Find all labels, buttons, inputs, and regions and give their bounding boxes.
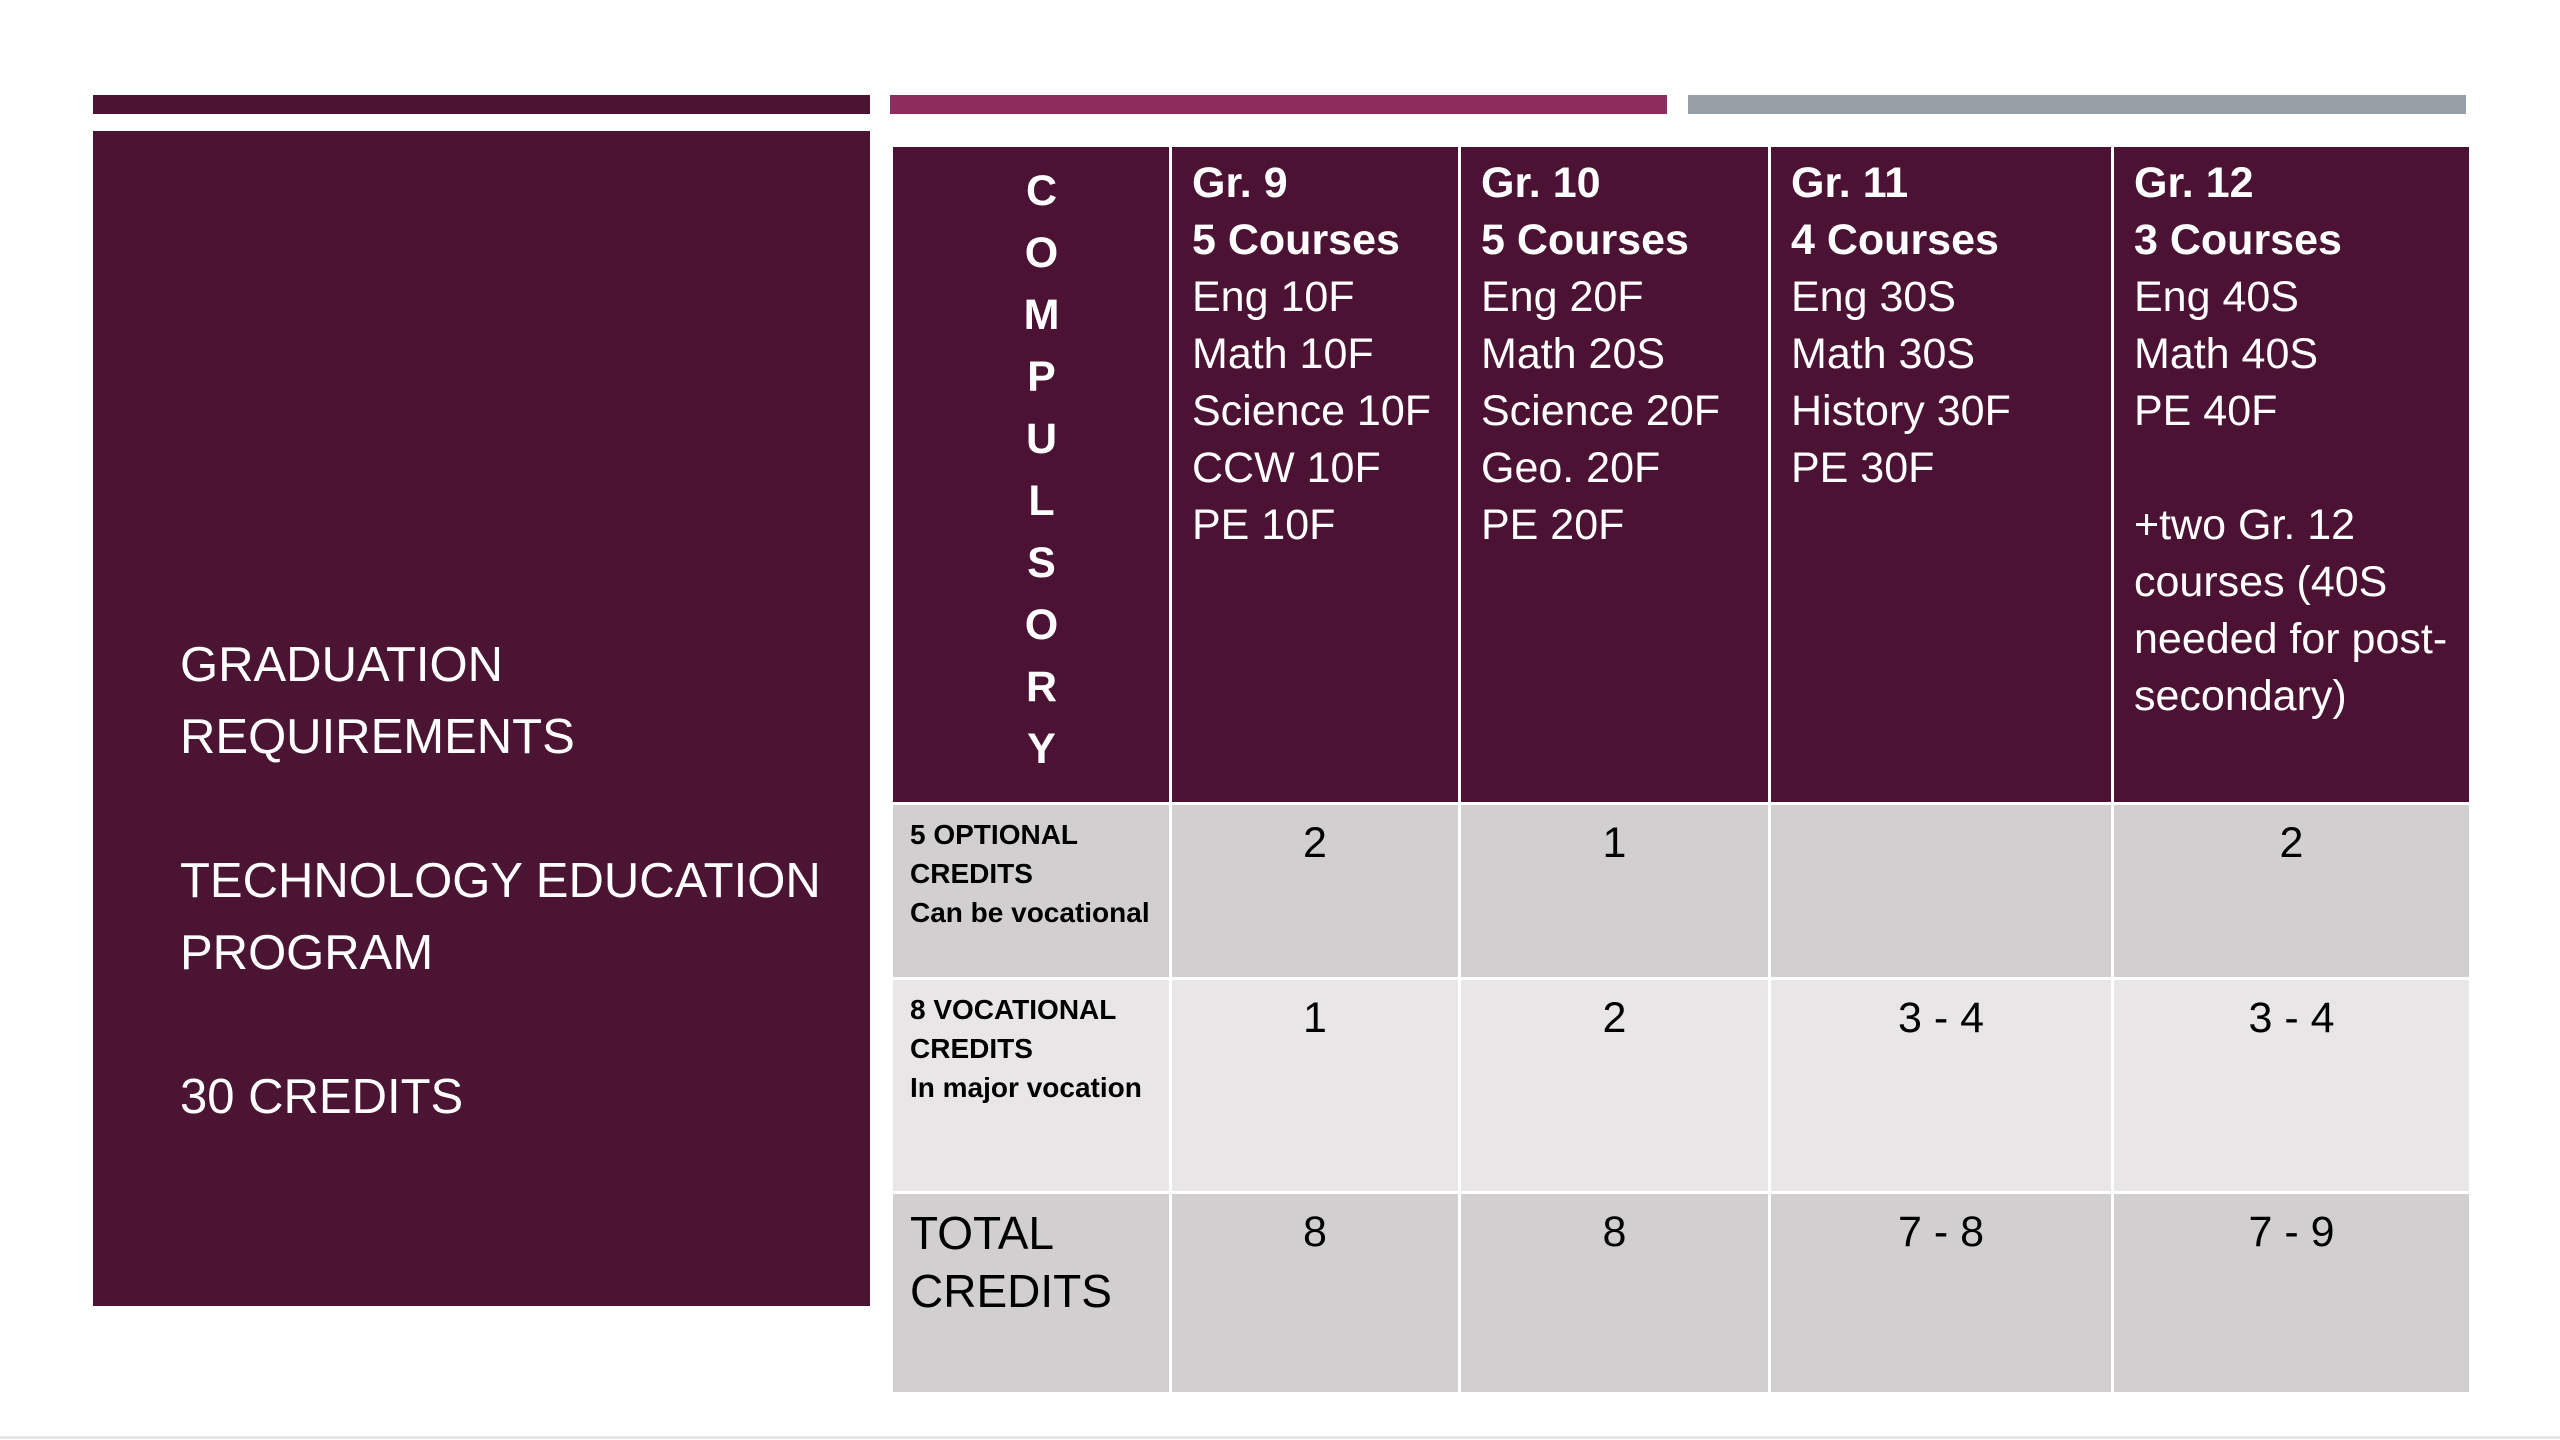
row-label: TOTAL CREDITS — [890, 1191, 1172, 1395]
course-count: 5 Courses — [1481, 216, 1689, 264]
side-line: GRADUATION REQUIREMENTS — [180, 638, 575, 764]
credit-value: 3 - 4 — [2111, 977, 2472, 1194]
grade: Gr. 10 — [1481, 159, 1601, 207]
grade-header: Gr. 9 5 Courses Eng 10F Math 10F Science 10F… — [1169, 144, 1461, 805]
grade-header: Gr. 11 4 Courses Eng 30S Math 30S History 30… — [1768, 144, 2114, 805]
course: Math 40S — [2134, 330, 2319, 378]
note: +two Gr. 12 courses (40S needed for post… — [2134, 501, 2448, 720]
header-row: COMPULSORY Gr. 9 5 Courses Eng 10F Math 10F S… — [890, 144, 2472, 805]
side-text: GRADUATION REQUIREMENTS TECHNOLOGY EDUCAT… — [180, 629, 840, 1205]
credit-value: 2 — [1458, 977, 1771, 1194]
course: Science 10F — [1192, 387, 1432, 435]
credit-value — [1768, 802, 2114, 980]
course: PE 30F — [1791, 444, 1935, 492]
accent-bar — [890, 95, 1667, 114]
course: Geo. 20F — [1481, 444, 1661, 492]
grade-header: Gr. 12 3 Courses Eng 40S Math 40S PE 40F +two… — [2111, 144, 2472, 805]
credit-value: 1 — [1458, 802, 1771, 980]
credit-value: 2 — [1169, 802, 1461, 980]
row-label: 8 VOCATIONAL CREDITS In major vocation — [890, 977, 1172, 1194]
course: PE 20F — [1481, 501, 1625, 549]
corner-label: COMPULSORY — [1017, 167, 1066, 787]
credit-value: 3 - 4 — [1768, 977, 2114, 1194]
course: Math 20S — [1481, 330, 1666, 378]
accent-bar — [1688, 95, 2466, 114]
credit-value: 8 — [1458, 1191, 1771, 1395]
course: Eng 20F — [1481, 273, 1644, 321]
credit-value: 7 - 8 — [1768, 1191, 2114, 1395]
side-line: 30 CREDITS — [180, 1070, 464, 1124]
row-subtitle: In major vocation — [910, 1072, 1142, 1103]
row-title: 8 VOCATIONAL CREDITS — [910, 994, 1116, 1064]
course: History 30F — [1791, 387, 2011, 435]
course-count: 5 Courses — [1192, 216, 1400, 264]
grade: Gr. 9 — [1192, 159, 1288, 207]
credit-row: 8 VOCATIONAL CREDITS In major vocation 1 2 3… — [890, 977, 2472, 1194]
course-count: 4 Courses — [1791, 216, 1999, 264]
course: Eng 10F — [1192, 273, 1355, 321]
side-line: TECHNOLOGY EDUCATION PROGRAM — [180, 854, 821, 980]
course: PE 40F — [2134, 387, 2278, 435]
course: Math 30S — [1791, 330, 1976, 378]
accent-bar — [93, 95, 870, 114]
credit-value: 1 — [1169, 977, 1461, 1194]
course: PE 10F — [1192, 501, 1336, 549]
grade-header: Gr. 10 5 Courses Eng 20F Math 20S Science 20… — [1458, 144, 1771, 805]
grade: Gr. 11 — [1791, 159, 1909, 207]
credit-row: 5 OPTIONAL CREDITS Can be vocational 2 1 2 — [890, 802, 2472, 980]
course: CCW 10F — [1192, 444, 1381, 492]
side-panel: GRADUATION REQUIREMENTS TECHNOLOGY EDUCAT… — [93, 131, 870, 1306]
course: Eng 30S — [1791, 273, 1956, 321]
credit-value: 8 — [1169, 1191, 1461, 1395]
row-subtitle: Can be vocational — [910, 897, 1150, 928]
credit-value: 2 — [2111, 802, 2472, 980]
course: Math 10F — [1192, 330, 1374, 378]
grade: Gr. 12 — [2134, 159, 2254, 207]
footer-line — [0, 1436, 2560, 1439]
requirements-table: COMPULSORY Gr. 9 5 Courses Eng 10F Math 10F S… — [890, 144, 2472, 1395]
row-title: 5 OPTIONAL CREDITS — [910, 819, 1078, 889]
course: Eng 40S — [2134, 273, 2299, 321]
course: Science 20F — [1481, 387, 1721, 435]
row-label: 5 OPTIONAL CREDITS Can be vocational — [890, 802, 1172, 980]
course-count: 3 Courses — [2134, 216, 2342, 264]
row-title: TOTAL CREDITS — [910, 1207, 1112, 1317]
corner-cell: COMPULSORY — [890, 144, 1172, 805]
credit-value: 7 - 9 — [2111, 1191, 2472, 1395]
